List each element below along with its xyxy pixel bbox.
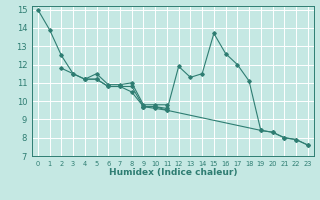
X-axis label: Humidex (Indice chaleur): Humidex (Indice chaleur) (108, 168, 237, 177)
